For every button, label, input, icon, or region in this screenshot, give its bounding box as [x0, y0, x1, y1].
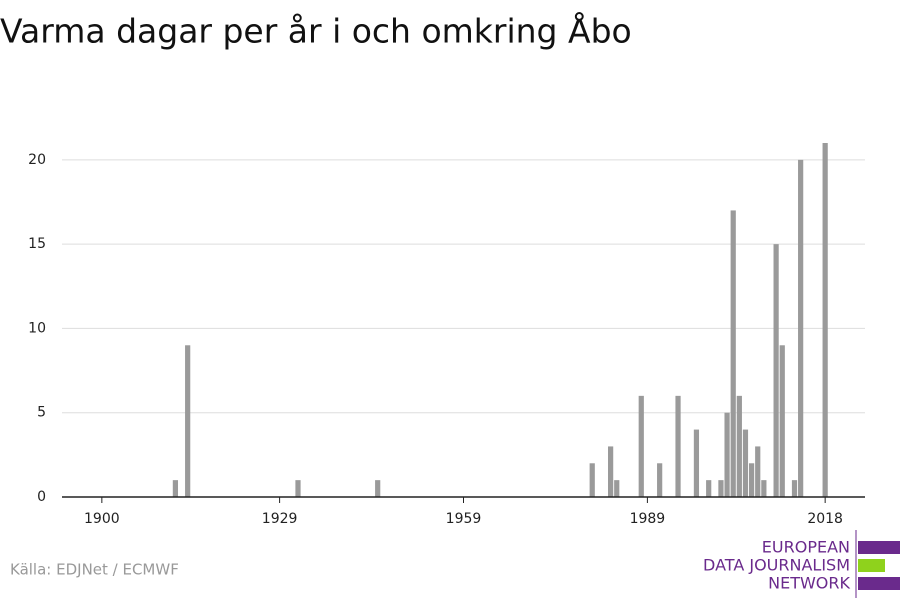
logo-bar — [858, 577, 900, 590]
y-tick-label: 10 — [28, 320, 46, 336]
bar — [718, 480, 724, 497]
x-tick-label: 1900 — [84, 511, 120, 527]
x-tick-label: 1959 — [446, 511, 482, 527]
bar — [755, 446, 761, 497]
logo-text: DATA JOURNALISM — [703, 556, 850, 575]
bar — [657, 463, 663, 497]
bar — [791, 480, 798, 497]
bar — [375, 480, 381, 497]
logo-bar — [858, 559, 885, 572]
logo-text: EUROPEAN — [762, 538, 850, 557]
x-tick-label: 1989 — [630, 511, 666, 527]
bar — [736, 395, 742, 497]
bar — [185, 345, 191, 497]
bar — [822, 143, 828, 497]
bar — [779, 345, 785, 497]
bar — [614, 480, 620, 497]
y-tick-label: 20 — [28, 152, 46, 168]
bar — [638, 395, 644, 497]
bar — [773, 244, 779, 497]
x-tick-label: 2018 — [807, 511, 843, 527]
bar — [693, 429, 700, 497]
y-tick-label: 5 — [37, 405, 46, 421]
bar — [608, 446, 614, 497]
bar — [589, 463, 595, 497]
bar — [172, 480, 179, 497]
y-tick-label: 0 — [37, 489, 46, 505]
bar — [730, 210, 736, 497]
source: Källa: EDJNet / ECMWF — [10, 561, 179, 579]
chart-title: Varma dagar per år i och omkring Åbo — [0, 11, 632, 51]
bar — [748, 463, 755, 497]
bar — [295, 480, 301, 497]
bar — [675, 395, 681, 497]
bar — [742, 429, 749, 497]
bar — [706, 480, 712, 497]
logo-bar — [858, 541, 900, 554]
y-tick-label: 15 — [28, 236, 46, 252]
x-tick-label: 1929 — [262, 511, 298, 527]
bar — [798, 159, 804, 497]
bar — [724, 412, 730, 497]
bar — [761, 480, 767, 497]
logo-text: NETWORK — [768, 574, 850, 593]
